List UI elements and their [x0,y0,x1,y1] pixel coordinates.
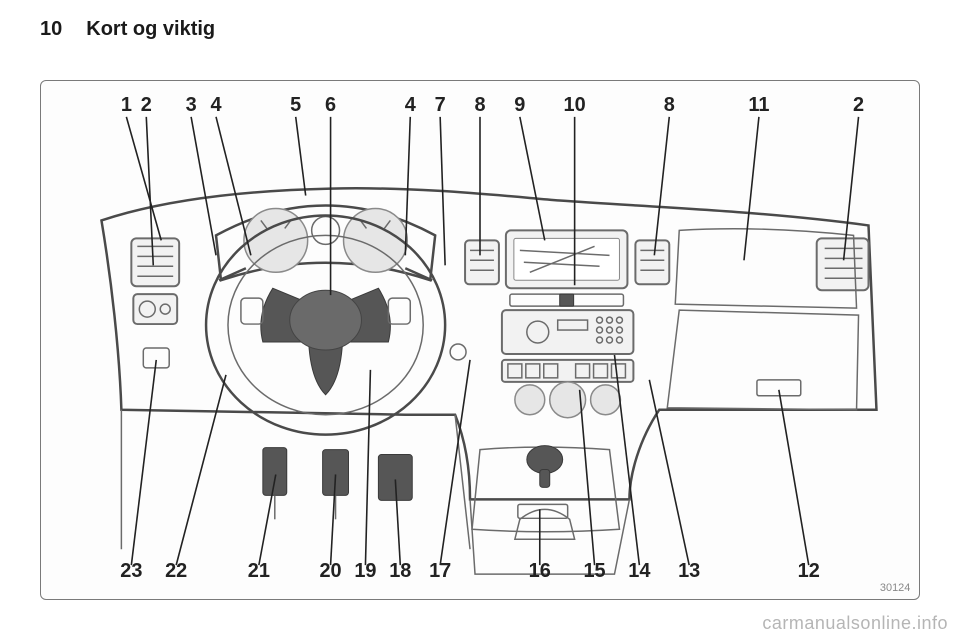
dashboard-svg: 1234564789108112 23222120191817161514131… [41,81,919,599]
callout-19: 19 [354,560,376,582]
callout-10: 10 [564,94,586,116]
section-title: Kort og viktig [86,18,215,41]
callout-17: 17 [429,560,451,582]
dashboard-drawing [101,188,876,574]
page-number: 10 [40,18,62,41]
callout-6: 6 [325,94,336,116]
page-root: 10 Kort og viktig [0,0,960,642]
callout-20: 20 [319,560,341,582]
callout-1: 1 [121,94,132,116]
callout-7: 7 [435,94,446,116]
callout-2: 2 [141,94,152,116]
callout-8: 8 [664,94,675,116]
page-header: 10 Kort og viktig [40,18,215,41]
callout-15: 15 [583,560,605,582]
callout-8: 8 [474,94,485,116]
vent-right [817,238,869,290]
callout-4: 4 [405,94,416,116]
callout-9: 9 [514,94,525,116]
callout-18: 18 [389,560,411,582]
dashboard-figure: 1234564789108112 23222120191817161514131… [40,80,920,600]
vent-left [131,238,179,286]
callout-14: 14 [628,560,650,582]
callout-5: 5 [290,94,301,116]
callout-16: 16 [529,560,551,582]
callout-11: 11 [748,94,769,116]
callout-2: 2 [853,94,864,116]
callout-3: 3 [186,94,197,116]
callout-21: 21 [248,560,270,582]
figure-id: 30124 [880,582,910,594]
watermark: carmanualsonline.info [762,613,948,634]
callout-13: 13 [678,560,700,582]
callout-12: 12 [798,560,820,582]
callout-4: 4 [210,94,221,116]
callout-23: 23 [120,560,142,582]
callout-22: 22 [165,560,187,582]
